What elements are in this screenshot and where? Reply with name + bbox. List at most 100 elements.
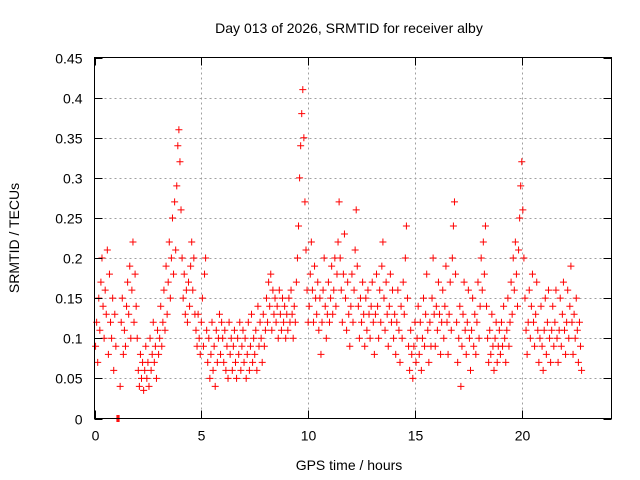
- data-point: [416, 318, 424, 326]
- data-point: [431, 342, 439, 350]
- data-point: [147, 366, 155, 374]
- data-point: [131, 270, 139, 278]
- data-point: [445, 310, 453, 318]
- data-point: [264, 318, 272, 326]
- data-point: [504, 294, 512, 302]
- data-point: [302, 246, 310, 254]
- data-point: [345, 310, 353, 318]
- data-point: [213, 358, 221, 366]
- data-point: [433, 326, 441, 334]
- y-tick-label: 0.05: [55, 371, 82, 387]
- data-point: [375, 334, 383, 342]
- axis-ticks: 0 0.05 0.1 0.15 0.2 0.25 0.3 0.35 0.4 0.45 0 5 10 15 2…: [55, 51, 612, 444]
- data-point: [551, 318, 559, 326]
- data-point: [145, 382, 153, 390]
- data-point: [244, 318, 252, 326]
- data-point: [250, 334, 258, 342]
- data-point: [156, 334, 164, 342]
- data-point: [241, 334, 249, 342]
- data-point: [409, 374, 417, 382]
- data-point: [474, 278, 482, 286]
- data-point: [319, 286, 327, 294]
- data-point: [408, 350, 416, 358]
- x-tick-label: 5: [198, 428, 206, 444]
- data-point: [508, 310, 516, 318]
- data-point: [532, 310, 540, 318]
- data-point: [192, 326, 200, 334]
- data-point: [269, 286, 277, 294]
- data-point: [369, 318, 377, 326]
- data-point: [572, 294, 580, 302]
- data-point: [107, 318, 115, 326]
- data-point: [519, 206, 527, 214]
- data-point: [569, 350, 577, 358]
- data-point: [256, 318, 264, 326]
- data-point: [373, 270, 380, 278]
- data-point: [203, 326, 211, 334]
- data-point: [258, 358, 266, 366]
- data-point: [266, 302, 274, 310]
- data-point: [163, 310, 171, 318]
- data-point: [359, 278, 367, 286]
- data-point: [398, 334, 406, 342]
- data-point: [314, 278, 322, 286]
- data-point: [479, 238, 487, 246]
- data-point: [442, 262, 450, 270]
- data-point: [453, 318, 461, 326]
- data-point: [380, 294, 388, 302]
- data-point: [281, 302, 289, 310]
- data-points: [92, 86, 586, 422]
- data-point: [468, 326, 476, 334]
- data-point: [548, 326, 556, 334]
- data-point: [129, 238, 137, 246]
- data-point: [164, 278, 172, 286]
- data-point: [502, 358, 510, 366]
- data-point: [160, 286, 168, 294]
- data-point: [470, 342, 478, 350]
- data-point: [460, 278, 468, 286]
- data-point: [518, 158, 526, 166]
- data-point: [293, 254, 301, 262]
- data-point: [272, 318, 280, 326]
- data-point: [503, 326, 511, 334]
- data-point: [265, 278, 273, 286]
- data-point: [150, 358, 158, 366]
- data-point: [488, 310, 496, 318]
- chart-title: Day 013 of 2026, SRMTID for receiver alb…: [215, 20, 483, 36]
- data-point: [221, 326, 229, 334]
- data-point: [346, 342, 354, 350]
- data-point: [140, 386, 148, 394]
- data-point: [426, 318, 434, 326]
- data-point: [198, 294, 206, 302]
- data-point: [342, 294, 350, 302]
- data-point: [568, 318, 576, 326]
- data-point: [295, 222, 303, 230]
- data-point: [134, 366, 142, 374]
- data-point: [230, 326, 238, 334]
- data-point: [99, 302, 107, 310]
- data-point: [228, 366, 236, 374]
- data-point: [536, 334, 544, 342]
- data-point: [559, 278, 567, 286]
- data-point: [556, 294, 564, 302]
- data-point: [111, 310, 119, 318]
- data-point: [267, 270, 275, 278]
- data-point: [558, 310, 566, 318]
- data-point: [354, 302, 362, 310]
- data-point: [273, 302, 281, 310]
- data-point: [437, 350, 445, 358]
- data-point: [528, 270, 536, 278]
- data-point: [180, 270, 188, 278]
- data-point: [458, 342, 466, 350]
- data-point: [130, 318, 138, 326]
- data-point: [239, 326, 247, 334]
- data-point: [210, 342, 218, 350]
- data-point: [337, 286, 345, 294]
- data-point: [154, 326, 162, 334]
- x-axis-label: GPS time / hours: [296, 457, 403, 473]
- data-point: [152, 374, 160, 382]
- data-point: [103, 246, 111, 254]
- data-point: [567, 262, 575, 270]
- data-point: [448, 254, 456, 262]
- data-point: [440, 334, 448, 342]
